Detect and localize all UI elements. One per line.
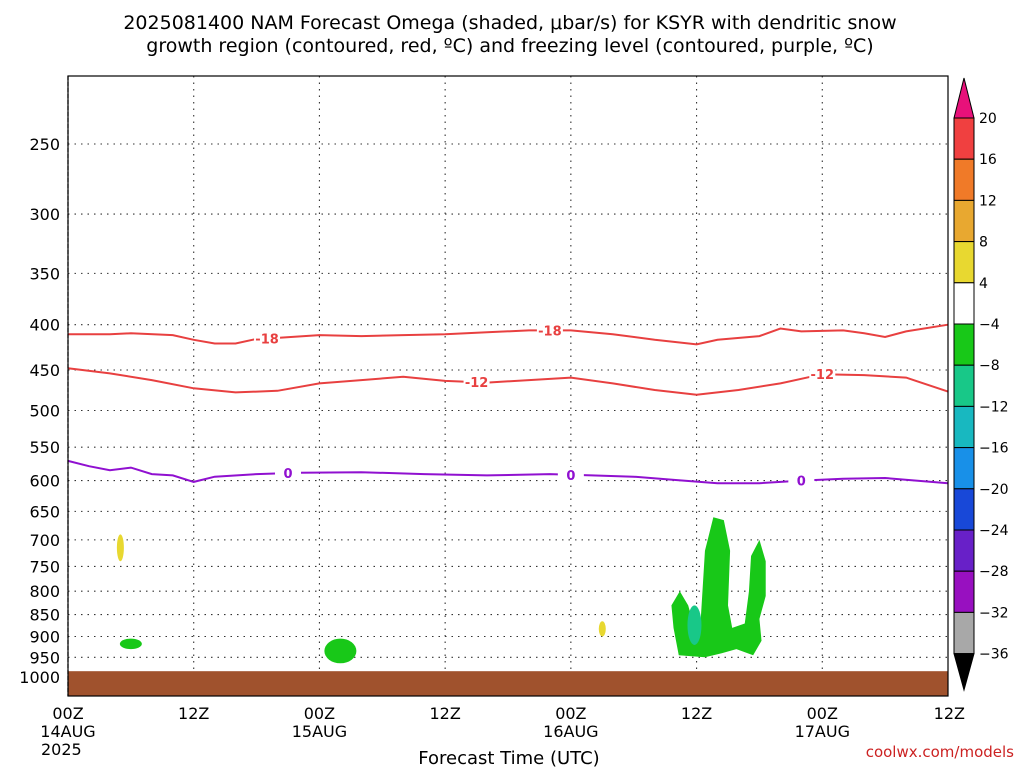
y-tick-label: 400 bbox=[29, 316, 60, 335]
colorbar-label: −16 bbox=[979, 441, 1009, 457]
colorbar: 20 16 12 8 4 −4 −8 −12 −16 −20 −24 −28 −32 −36 bbox=[953, 77, 1009, 692]
colorbar-label: −28 bbox=[979, 564, 1009, 580]
contour-label-bg bbox=[275, 465, 301, 481]
y-tick-label: 600 bbox=[29, 472, 60, 491]
x-tick-year-label: 2025 bbox=[41, 740, 82, 759]
colorbar-swatch bbox=[953, 529, 975, 572]
colorbar-label: −20 bbox=[979, 482, 1009, 498]
contour-label: 0 bbox=[797, 475, 806, 490]
omega-region bbox=[687, 605, 702, 645]
contour-line bbox=[67, 367, 949, 396]
x-tick-label: 12Z bbox=[429, 704, 460, 723]
x-tick-label: 12Z bbox=[934, 704, 965, 723]
colorbar-label: −36 bbox=[979, 647, 1009, 663]
colorbar-label: −8 bbox=[979, 358, 1000, 374]
contour-label: -12 bbox=[811, 368, 835, 383]
chart-title-line1: 2025081400 NAM Forecast Omega (shaded, μ… bbox=[123, 12, 896, 34]
credit-link[interactable]: coolwx.com/models bbox=[866, 743, 1014, 761]
contour-line bbox=[68, 323, 949, 346]
x-tick-label: 00Z bbox=[807, 704, 838, 723]
contour-label-bg bbox=[536, 322, 563, 338]
terrain-fill bbox=[68, 671, 948, 696]
contour-label: 0 bbox=[566, 469, 575, 484]
chart-title-line2: growth region (contoured, red, ºC) and f… bbox=[146, 35, 873, 57]
colorbar-swatch bbox=[953, 488, 975, 531]
y-tick-label: 1000 bbox=[19, 668, 60, 687]
colorbar-label: −4 bbox=[979, 317, 1000, 333]
contour-line bbox=[67, 459, 949, 485]
y-tick-label: 700 bbox=[29, 531, 60, 550]
colorbar-swatch bbox=[953, 323, 975, 366]
colorbar-label: 8 bbox=[979, 235, 988, 251]
y-tick-label: 300 bbox=[29, 205, 60, 224]
y-tick-label: 550 bbox=[29, 438, 60, 457]
omega-region bbox=[598, 621, 606, 637]
colorbar-swatch bbox=[953, 447, 975, 490]
x-tick-date-label: 15AUG bbox=[292, 722, 347, 741]
colorbar-swatch bbox=[953, 117, 975, 160]
omega-region bbox=[116, 534, 124, 562]
y-tick-label: 850 bbox=[29, 606, 60, 625]
colorbar-swatch bbox=[953, 199, 975, 243]
colorbar-label: 12 bbox=[979, 193, 997, 209]
contour-label-bg bbox=[557, 466, 584, 482]
omega-region bbox=[671, 517, 766, 658]
colorbar-label: 20 bbox=[979, 111, 997, 127]
colorbar-label: 16 bbox=[979, 152, 997, 168]
plot-area: 250 300 350 400 450 500 550 600 650 700 750 800 850 9… bbox=[19, 75, 965, 759]
colorbar-label: −24 bbox=[979, 523, 1009, 539]
y-tick-label: 450 bbox=[29, 361, 60, 380]
colorbar-label: 4 bbox=[979, 276, 988, 292]
x-tick-label: 00Z bbox=[304, 704, 335, 723]
colorbar-label: −12 bbox=[979, 399, 1009, 415]
colorbar-swatch bbox=[953, 570, 975, 613]
colorbar-swatch bbox=[953, 158, 975, 201]
omega-region bbox=[324, 638, 357, 664]
colorbar-swatch bbox=[953, 364, 975, 407]
x-axis-label: Forecast Time (UTC) bbox=[418, 748, 599, 768]
y-tick-label: 250 bbox=[29, 135, 60, 154]
contour-label-bg bbox=[809, 366, 836, 382]
contour-label-bg bbox=[463, 374, 490, 390]
contour-label: 0 bbox=[283, 467, 292, 482]
colorbar-swatch bbox=[953, 241, 975, 284]
contour-label: -12 bbox=[465, 376, 489, 391]
x-tick-label: 00Z bbox=[555, 704, 586, 723]
y-tick-label: 350 bbox=[29, 264, 60, 283]
colorbar-swatch bbox=[953, 405, 975, 449]
y-tick-label: 900 bbox=[29, 627, 60, 646]
contour-label-bg bbox=[254, 330, 281, 346]
plot-frame bbox=[67, 75, 949, 697]
colorbar-swatch bbox=[953, 611, 975, 655]
y-tick-label: 500 bbox=[29, 402, 60, 421]
colorbar-bottom-arrow bbox=[953, 653, 975, 692]
x-tick-date-label: 16AUG bbox=[543, 722, 598, 741]
x-tick-label: 12Z bbox=[178, 704, 209, 723]
contour-label: -18 bbox=[255, 332, 279, 347]
x-tick-date-label: 14AUG bbox=[40, 722, 95, 741]
y-tick-label: 650 bbox=[29, 502, 60, 521]
y-tick-label: 950 bbox=[29, 648, 60, 667]
colorbar-swatch bbox=[953, 282, 975, 325]
x-tick-label: 00Z bbox=[52, 704, 83, 723]
x-tick-label: 12Z bbox=[681, 704, 712, 723]
omega-region bbox=[119, 638, 142, 650]
y-tick-label: 800 bbox=[29, 582, 60, 601]
contour-label-bg bbox=[788, 472, 815, 488]
contour-label: -18 bbox=[538, 324, 562, 339]
colorbar-label: −32 bbox=[979, 605, 1009, 621]
x-tick-date-label: 17AUG bbox=[795, 722, 850, 741]
colorbar-top-arrow bbox=[953, 77, 975, 119]
y-tick-label: 750 bbox=[29, 557, 60, 576]
